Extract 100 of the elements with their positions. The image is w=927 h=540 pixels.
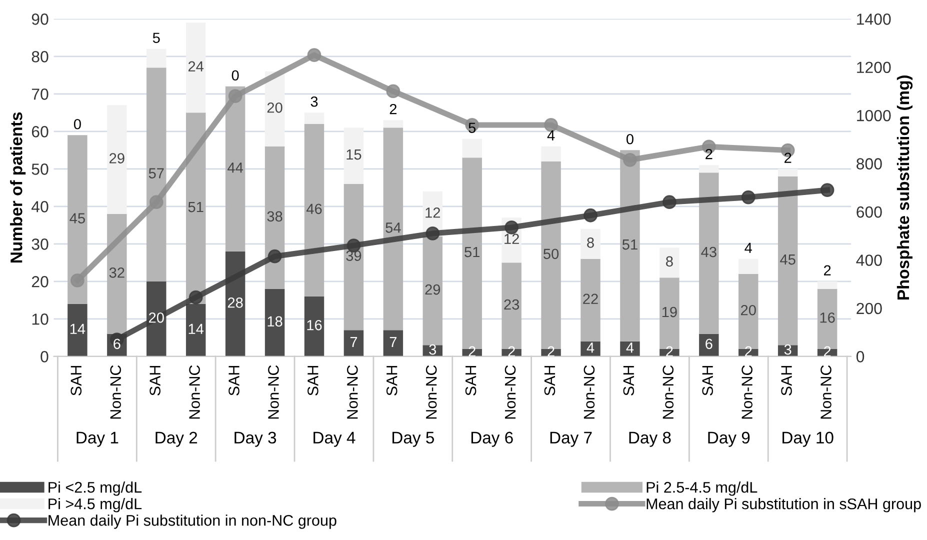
bar <box>620 150 640 342</box>
bar <box>304 124 324 296</box>
data-label: 2 <box>508 346 515 356</box>
bar <box>344 184 364 330</box>
data-label: 4 <box>744 242 752 253</box>
data-label: 3 <box>429 344 436 355</box>
data-label: 4 <box>626 342 634 353</box>
bar <box>225 86 246 252</box>
point <box>70 274 84 288</box>
point <box>820 183 834 198</box>
text: Day 5 <box>392 432 434 447</box>
data-label: 6 <box>706 338 712 350</box>
data-label: 29 <box>425 284 440 295</box>
x-tick-label: SAH <box>150 366 160 396</box>
bar <box>68 135 88 304</box>
data-label: 43 <box>701 246 716 258</box>
x-tick-label: SAH <box>781 366 792 396</box>
y2-tick-label: 400 <box>856 254 882 266</box>
data-label: 6 <box>114 338 120 350</box>
x-tick-label: SAH <box>544 366 556 396</box>
data-label: 50 <box>544 248 559 260</box>
data-label: 45 <box>70 213 85 224</box>
bar <box>304 296 324 356</box>
point <box>504 220 519 234</box>
bar <box>541 146 561 162</box>
data-label: 22 <box>583 294 598 304</box>
bar <box>422 236 443 346</box>
bar <box>738 258 758 274</box>
x-tick-label: SAH <box>70 366 82 396</box>
x-tick-label: Non-NC <box>662 365 674 419</box>
data-label: 0 <box>232 70 239 81</box>
bar <box>344 128 364 184</box>
bar <box>264 146 285 289</box>
bar <box>817 281 838 289</box>
y-tick-label: 60 <box>32 126 48 138</box>
data-label: 4 <box>586 342 594 353</box>
data-label: 38 <box>267 211 282 222</box>
y2-tick-label: 1400 <box>857 14 891 25</box>
data-label: 8 <box>587 237 594 248</box>
data-label: 3 <box>310 96 318 107</box>
bar <box>304 112 324 124</box>
bar <box>107 214 127 334</box>
data-label: 2 <box>745 346 752 356</box>
bar <box>186 22 206 113</box>
x-tick-label: Non-NC <box>426 365 437 419</box>
bar <box>383 120 404 128</box>
y-tick-label: 30 <box>32 238 48 250</box>
data-label: 16 <box>820 312 835 323</box>
y2-tick-label: 800 <box>856 158 882 170</box>
bar <box>580 341 600 356</box>
x-tick-label: SAH <box>386 366 398 396</box>
data-label: 20 <box>149 312 164 323</box>
text: Day 10 <box>782 432 834 447</box>
x-tick-label: Non-NC <box>584 365 595 419</box>
legend-label: Mean daily Pi substitution in sSAH group <box>646 498 921 512</box>
x-tick-label: Non-NC <box>346 365 358 419</box>
data-label: 24 <box>188 61 204 72</box>
bar <box>699 165 719 173</box>
legend-label: Pi 2.5-4.5 mg/dL <box>646 482 758 496</box>
y2-tick-label: 0 <box>856 351 864 362</box>
data-label: 46 <box>306 204 322 214</box>
data-label: 3 <box>784 344 792 355</box>
bar <box>699 172 719 334</box>
y-tick-label: 50 <box>32 164 48 175</box>
data-label: 51 <box>464 247 480 258</box>
x-tick-label: SAH <box>465 366 476 396</box>
data-label: 20 <box>267 102 282 113</box>
data-label: 14 <box>188 324 204 334</box>
bar <box>580 258 600 342</box>
data-label: 2 <box>824 265 831 276</box>
point <box>149 195 164 210</box>
x-tick-label: Non-NC <box>268 365 279 419</box>
point <box>188 290 203 304</box>
data-label: 29 <box>110 153 124 164</box>
bar <box>107 105 127 214</box>
data-label: 39 <box>346 250 362 261</box>
legend-label: Pi >4.5 mg/dL <box>48 498 142 512</box>
bar <box>68 304 88 356</box>
y2-tick-label: 1000 <box>857 110 891 122</box>
bar <box>660 248 680 278</box>
bar <box>383 330 404 356</box>
bar <box>778 176 798 346</box>
y2-tick-label: 200 <box>856 302 882 314</box>
y-tick-label: 40 <box>32 201 48 212</box>
data-label: 57 <box>148 168 164 178</box>
legend-label: Mean daily Pi substitution in non-NC group <box>48 514 336 529</box>
data-label: 5 <box>152 32 160 44</box>
bar <box>225 251 246 356</box>
data-label: 2 <box>784 152 792 163</box>
data-label: 28 <box>228 297 243 308</box>
data-label: 44 <box>228 162 243 173</box>
bar <box>146 68 166 282</box>
data-label: 12 <box>426 207 440 218</box>
bar <box>383 128 404 330</box>
data-label: 16 <box>307 320 322 330</box>
bar <box>580 228 600 259</box>
text: Day 7 <box>550 432 592 447</box>
point <box>386 84 400 98</box>
bar <box>186 304 206 356</box>
data-label: 0 <box>626 134 634 144</box>
